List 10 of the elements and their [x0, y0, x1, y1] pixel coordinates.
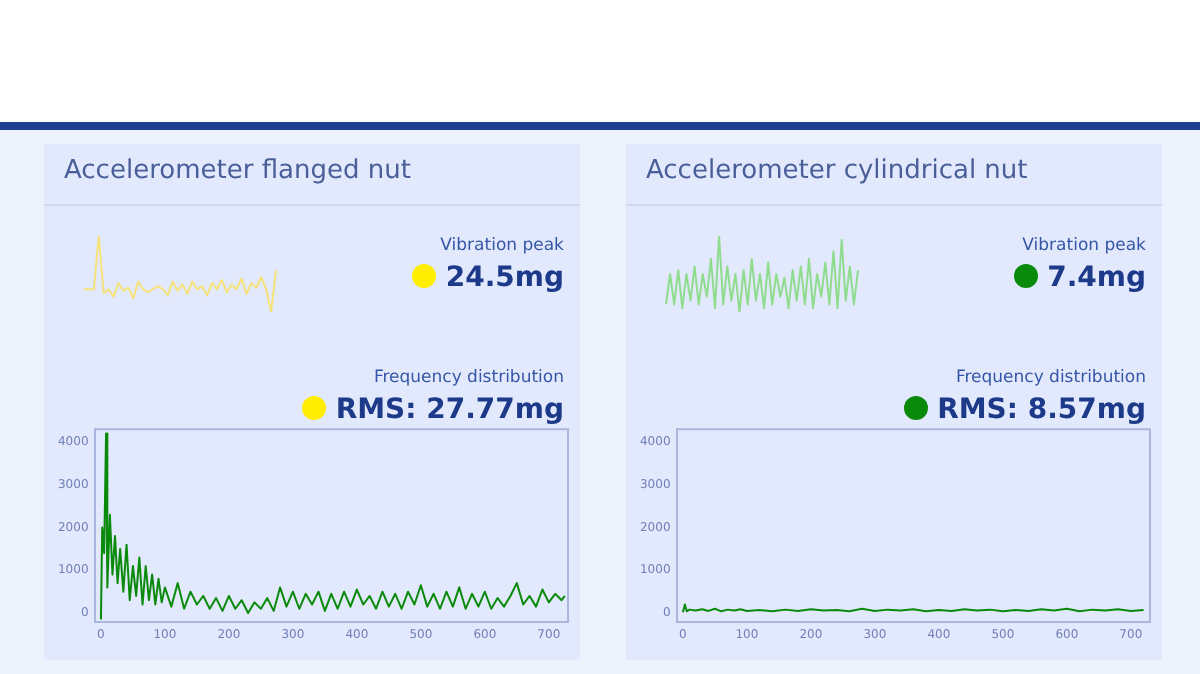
- chart-subtitle: RMS: 8.57mg: [937, 394, 1146, 426]
- text: Vibration peak: [440, 236, 564, 256]
- chart-subtitle: RMS: 27.77mg: [335, 394, 564, 426]
- text: 7.4mg: [1047, 262, 1146, 294]
- chart-title: Frequency distribution: [373, 368, 564, 388]
- chart-title: Accelerometer flanged nut: [64, 156, 411, 186]
- chart-title: Accelerometer cylindrical nut: [646, 156, 1028, 186]
- text: 24.5mg: [445, 262, 564, 294]
- text: Vibration peak: [1022, 236, 1146, 256]
- chart-title: Frequency distribution: [955, 368, 1146, 388]
